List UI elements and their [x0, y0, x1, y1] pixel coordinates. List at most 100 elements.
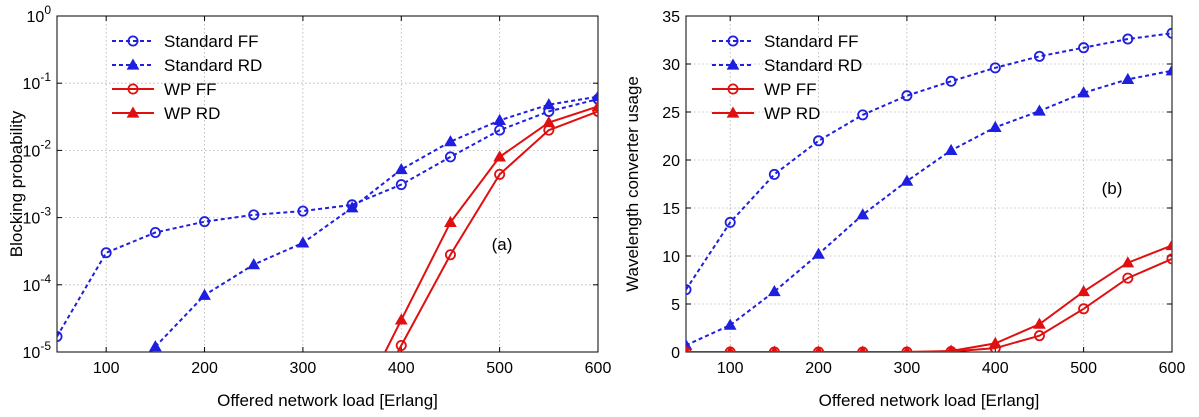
legend-label: WP RD [164, 104, 220, 123]
series-standard-rd [686, 64, 1172, 350]
x-tick-label: 100 [93, 360, 120, 377]
y-tick-label: 10 [662, 249, 680, 266]
legend-label: WP FF [764, 80, 817, 99]
data-point [297, 205, 309, 217]
legend-label: WP FF [164, 80, 217, 99]
x-tick-label: 300 [894, 360, 921, 377]
y-tick-label: 35 [662, 9, 680, 26]
data-point [768, 168, 780, 180]
data-point [395, 179, 407, 191]
y-tick-label: 10-3 [23, 205, 52, 228]
data-point [100, 247, 112, 259]
data-point [1165, 64, 1172, 76]
data-point [1077, 86, 1090, 98]
data-point [542, 98, 556, 110]
y-tick-label: 10-1 [23, 70, 52, 93]
y-tick-label: 25 [662, 105, 680, 122]
plot-area [686, 27, 1172, 352]
data-point [1166, 253, 1172, 265]
data-point [494, 168, 506, 180]
x-axis-label: Offered network load [Erlang] [819, 391, 1040, 410]
data-point [444, 249, 456, 261]
data-point [591, 99, 598, 112]
data-point [945, 75, 957, 87]
y-tick-label: 10-5 [23, 339, 52, 362]
data-point [493, 113, 506, 125]
tick-labels: 100 200 300 400 500 600 10-5 10-4 10-3 10-2 10-1 10… [23, 3, 612, 377]
data-point [57, 331, 63, 343]
y-tick-label: 10-2 [23, 137, 52, 160]
data-point [591, 90, 598, 102]
series-standard-rd [148, 90, 598, 352]
data-point [149, 227, 161, 239]
data-point [1078, 303, 1090, 315]
data-point [857, 109, 869, 121]
x-tick-label: 300 [290, 360, 317, 377]
data-point [394, 313, 408, 325]
legend-marker [126, 58, 140, 70]
x-tick-label: 500 [1070, 360, 1097, 377]
data-point [592, 105, 598, 117]
series-standard-ff [686, 27, 1172, 296]
data-point [724, 216, 736, 228]
series-line [686, 257, 1172, 352]
data-point [494, 124, 506, 136]
data-point [726, 345, 734, 352]
y-tick-label: 0 [671, 345, 680, 362]
legend-marker [727, 35, 739, 47]
x-axis-label: Offered network load [Erlang] [217, 391, 438, 410]
series-line [686, 69, 1172, 347]
legend-marker [126, 106, 140, 118]
data-point [813, 135, 825, 147]
x-tick-label: 200 [191, 360, 218, 377]
x-tick-label: 400 [982, 360, 1009, 377]
series-wp-rd [686, 238, 1172, 352]
series-wp-ff [395, 105, 598, 352]
data-point [1165, 238, 1172, 251]
series-wp-rd [383, 99, 598, 352]
plot-area [57, 90, 598, 352]
data-point [989, 62, 1001, 74]
y-axis-label: Wavelength converter usage [623, 76, 642, 292]
data-point [1033, 104, 1046, 116]
x-tick-label: 600 [585, 360, 612, 377]
data-point [345, 201, 359, 213]
data-point [444, 215, 457, 227]
data-point [768, 285, 781, 297]
y-tick-label: 20 [662, 153, 680, 170]
x-tick-label: 100 [717, 360, 744, 377]
y-tick-label: 15 [662, 201, 680, 218]
series-standard-ff [57, 93, 598, 343]
data-point [1121, 256, 1135, 268]
x-tick-label: 600 [1159, 360, 1186, 377]
series-line [686, 244, 1172, 352]
plot-frame [56, 15, 599, 353]
legend-label: Standard FF [764, 32, 859, 51]
x-tick-label: 200 [805, 360, 832, 377]
legend-marker [726, 58, 740, 70]
y-axis-label: Blocking probability [7, 110, 26, 257]
data-point [814, 345, 823, 352]
plot-frame [685, 15, 1173, 353]
data-point [856, 208, 870, 220]
data-point [1033, 50, 1045, 62]
legend-marker [127, 83, 139, 95]
legend-marker [127, 35, 139, 47]
data-point [444, 151, 456, 163]
data-point [444, 135, 457, 147]
data-point [248, 209, 260, 221]
data-point [944, 143, 958, 156]
data-point [900, 174, 914, 186]
data-point [1122, 272, 1134, 284]
data-point [988, 336, 1002, 348]
x-tick-label: 400 [388, 360, 415, 377]
panel-a-blocking-probability-chart: 100 200 300 400 500 600 10-5 10-4 10-3 10-2 10-1 10… [7, 3, 611, 410]
data-point [1077, 285, 1090, 297]
data-point [901, 90, 913, 102]
data-point [723, 318, 737, 330]
data-point [1033, 330, 1045, 342]
data-point [395, 339, 407, 351]
data-point [686, 284, 692, 296]
panel-label: (a) [492, 235, 513, 254]
